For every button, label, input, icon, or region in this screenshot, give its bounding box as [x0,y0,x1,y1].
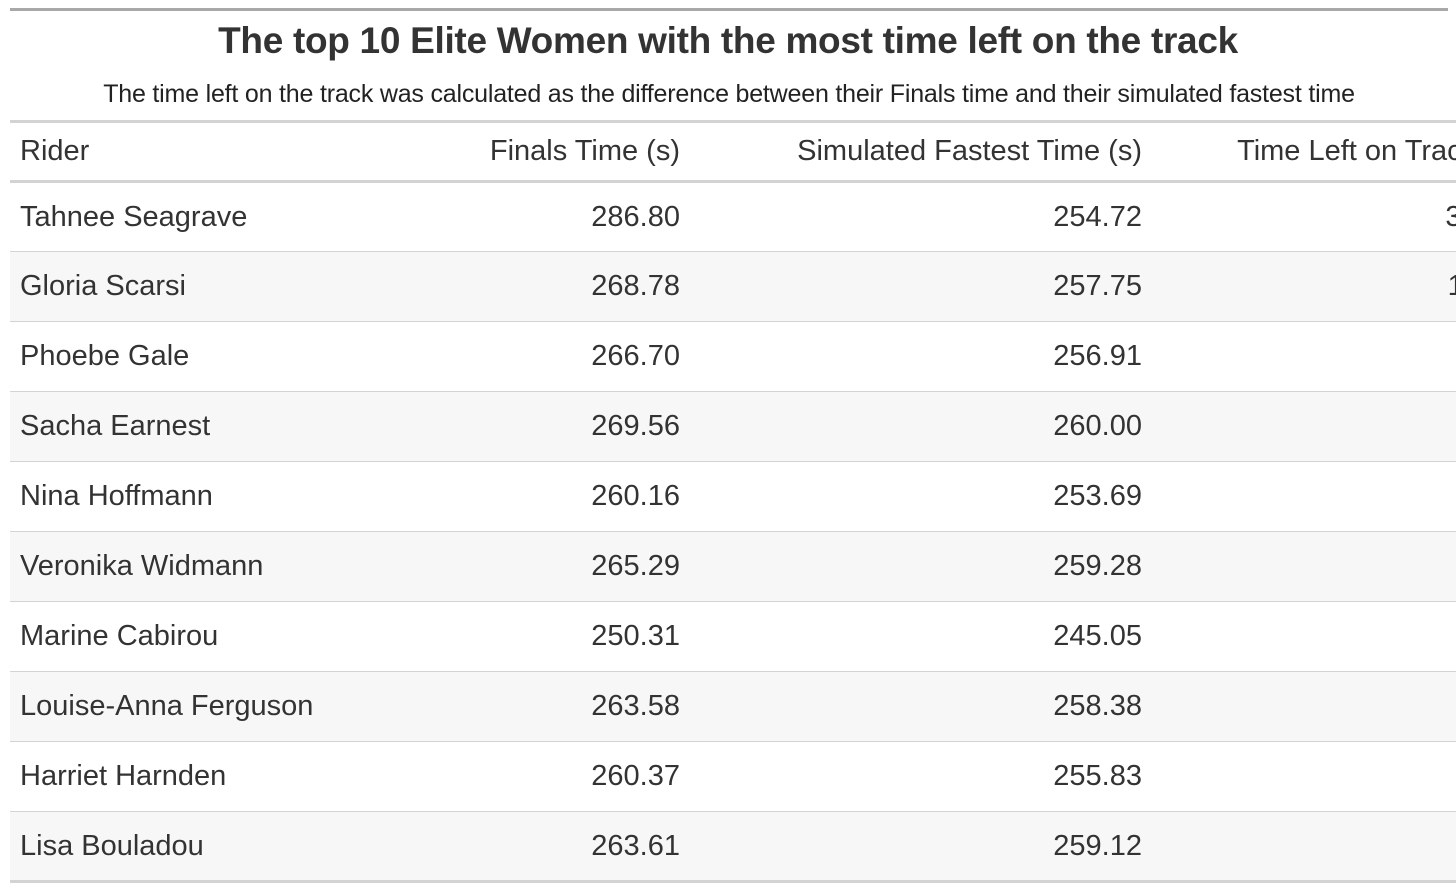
rider-cell: Marine Cabirou [20,620,219,652]
simulated-fastest-time-cell: 253.69 [1053,480,1142,512]
simulated-fastest-time-cell: 259.28 [1053,550,1142,582]
rider-cell: Phoebe Gale [20,340,190,372]
simulated-fastest-time-cell: 259.12 [1053,829,1142,862]
top-rule [10,8,1448,11]
table-row: Nina Hoffmann 260.16 253.69 6.47 [10,462,1456,532]
finals-time-cell: 263.58 [591,690,680,722]
simulated-fastest-time-cell: 255.83 [1053,760,1142,792]
table-row: Tahnee Seagrave 286.80 254.72 32.09 [10,182,1456,252]
chart-title: The top 10 Elite Women with the most tim… [218,20,1238,61]
time-left-cell: 11.03 [1447,270,1456,302]
table-row: Phoebe Gale 266.70 256.91 9.79 [10,322,1456,392]
time-left-cell: 32.09 [1445,200,1456,233]
data-table: Rider Finals Time (s) Simulated Fastest … [10,120,1456,883]
simulated-fastest-time-cell: 260.00 [1053,410,1142,442]
time-left-cell: 6.47 [1152,462,1456,532]
simulated-fastest-time-cell: 245.05 [1053,620,1142,652]
column-header-rider: Rider [20,135,90,167]
simulated-fastest-time-cell: 256.91 [1053,340,1142,372]
header-row: Rider Finals Time (s) Simulated Fastest … [10,122,1456,182]
time-left-cell: 6.01 [1152,532,1456,602]
finals-time-cell: 269.56 [591,410,680,442]
rider-cell: Sacha Earnest [20,410,211,442]
finals-time-cell: 260.37 [591,760,680,792]
table-row: Marine Cabirou 250.31 245.05 5.26 [10,602,1456,672]
table-row: Harriet Harnden 260.37 255.83 4.54 [10,742,1456,812]
column-header-time-left: Time Left on Track (s) [1237,135,1456,167]
table-header: Rider Finals Time (s) Simulated Fastest … [10,121,1456,182]
rider-cell: Harriet Harnden [20,760,227,792]
chart-subtitle: The time left on the track was calculate… [103,80,1355,108]
time-left-cell: 4.49 [1152,812,1456,882]
finals-time-cell: 266.70 [591,340,680,372]
rider-cell: Gloria Scarsi [20,270,186,302]
finals-time-cell: 250.31 [591,620,680,652]
rider-cell: Louise-Anna Ferguson [20,690,314,722]
finals-time-cell: 265.29 [591,550,680,582]
table-row: Lisa Bouladou 263.61 259.12 4.49 [10,811,1456,882]
time-left-cell: 9.79 [1152,322,1456,392]
table-row: Sacha Earnest 269.56 260.00 9.56 [10,391,1456,462]
finals-time-cell: 260.16 [591,480,680,512]
finals-time-cell: 268.78 [591,270,680,302]
table-row: Veronika Widmann 265.29 259.28 6.01 [10,531,1456,602]
simulated-fastest-time-cell: 258.38 [1053,690,1142,722]
column-header-simulated-fastest-time: Simulated Fastest Time (s) [797,135,1142,167]
rider-cell: Tahnee Seagrave [20,200,248,233]
rider-cell: Nina Hoffmann [20,480,213,512]
table-row: Gloria Scarsi 268.78 257.75 11.03 [10,251,1456,322]
rider-cell: Veronika Widmann [20,550,264,582]
simulated-fastest-time-cell: 257.75 [1053,270,1142,302]
column-header-finals-time: Finals Time (s) [489,135,680,167]
time-left-cell: 9.56 [1152,392,1456,462]
table-body: Tahnee Seagrave 286.80 254.72 32.09 Gloria S… [10,182,1456,882]
finals-time-cell: 286.80 [591,200,680,233]
time-left-cell: 4.54 [1152,742,1456,812]
time-left-cell: 5.20 [1152,672,1456,742]
finals-time-cell: 263.61 [591,829,680,862]
simulated-fastest-time-cell: 254.72 [1053,200,1142,233]
table-row: Louise-Anna Ferguson 263.58 258.38 5.20 [10,671,1456,742]
time-left-cell: 5.26 [1152,602,1456,672]
rider-cell: Lisa Bouladou [20,829,204,862]
